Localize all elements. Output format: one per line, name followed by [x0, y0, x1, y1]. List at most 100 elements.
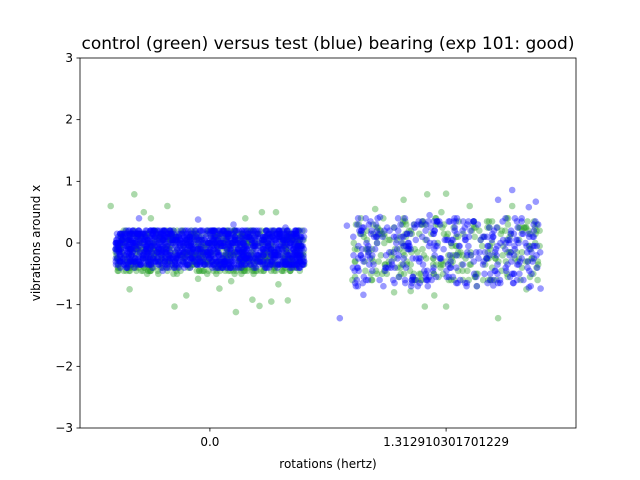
data-point — [238, 264, 246, 272]
data-point — [119, 258, 126, 265]
data-point — [264, 242, 272, 250]
data-point — [203, 270, 211, 278]
data-point — [276, 230, 283, 238]
data-point — [196, 233, 203, 241]
data-point — [200, 261, 208, 268]
data-point — [201, 249, 209, 256]
data-point — [257, 252, 265, 259]
data-point — [206, 255, 213, 262]
data-point — [229, 252, 237, 259]
data-point — [398, 239, 405, 247]
data-point — [288, 255, 296, 262]
data-point — [283, 252, 291, 259]
data-point — [208, 242, 215, 250]
data-point — [168, 239, 175, 247]
data-point — [231, 239, 239, 247]
data-point — [272, 236, 279, 244]
data-point — [351, 279, 359, 287]
data-point — [366, 261, 373, 268]
data-point — [376, 230, 384, 238]
data-point — [243, 233, 251, 241]
data-point — [250, 242, 257, 250]
data-point — [508, 186, 516, 194]
data-point — [293, 252, 301, 259]
data-point — [280, 230, 288, 238]
data-point — [371, 205, 379, 213]
data-point — [296, 252, 304, 259]
data-point — [209, 245, 217, 253]
data-point — [227, 227, 234, 234]
data-point — [276, 242, 284, 250]
data-point — [173, 233, 180, 241]
data-point — [507, 230, 515, 238]
data-point — [513, 218, 521, 225]
data-point — [126, 258, 134, 265]
data-point — [381, 267, 389, 275]
data-point — [262, 264, 270, 272]
data-point — [124, 258, 131, 265]
data-point — [179, 227, 186, 234]
data-point — [380, 215, 387, 222]
data-point — [421, 221, 429, 228]
data-point — [117, 239, 124, 247]
data-point — [133, 258, 140, 265]
data-point — [120, 258, 127, 265]
data-point — [288, 233, 296, 241]
data-point — [115, 245, 123, 253]
data-point — [139, 255, 146, 262]
data-point — [138, 230, 146, 238]
data-point — [155, 261, 162, 268]
data-point — [265, 242, 272, 250]
data-point — [118, 236, 126, 244]
data-point — [402, 230, 409, 238]
data-point — [249, 230, 257, 238]
data-point — [205, 239, 212, 247]
data-point — [537, 285, 544, 292]
data-point — [268, 252, 275, 259]
data-point — [425, 218, 432, 225]
data-point — [251, 242, 258, 250]
data-point — [153, 230, 160, 238]
data-point — [299, 236, 306, 244]
data-point — [112, 245, 119, 253]
data-point — [286, 249, 294, 256]
data-point — [123, 264, 130, 272]
data-point — [130, 258, 138, 265]
data-point — [181, 236, 188, 244]
data-point — [261, 245, 268, 253]
data-point — [225, 242, 232, 250]
data-point — [137, 236, 144, 244]
data-point — [196, 245, 204, 253]
data-point — [206, 261, 214, 268]
data-point — [250, 258, 258, 265]
data-point — [118, 245, 125, 253]
data-point — [296, 245, 303, 253]
data-point — [285, 252, 293, 259]
data-point — [382, 264, 390, 272]
data-point — [405, 227, 413, 234]
data-point — [186, 236, 194, 244]
data-point — [145, 264, 152, 272]
data-point — [230, 242, 237, 250]
data-point — [482, 255, 490, 262]
data-point — [203, 258, 210, 265]
data-point — [255, 252, 263, 259]
data-point — [189, 261, 197, 268]
y-tick-label: −2 — [55, 359, 73, 373]
data-point — [221, 255, 228, 262]
data-point — [136, 261, 144, 268]
data-point — [173, 252, 180, 259]
data-point — [236, 255, 244, 262]
data-point — [244, 264, 251, 272]
data-point — [393, 236, 401, 244]
data-point — [114, 239, 121, 247]
data-point — [407, 261, 415, 268]
data-point — [245, 233, 253, 241]
data-point — [283, 227, 291, 234]
data-point — [484, 255, 491, 262]
data-point — [297, 258, 304, 265]
data-point — [215, 252, 223, 259]
data-point — [438, 258, 445, 265]
data-point — [219, 264, 226, 272]
data-point — [249, 242, 257, 250]
